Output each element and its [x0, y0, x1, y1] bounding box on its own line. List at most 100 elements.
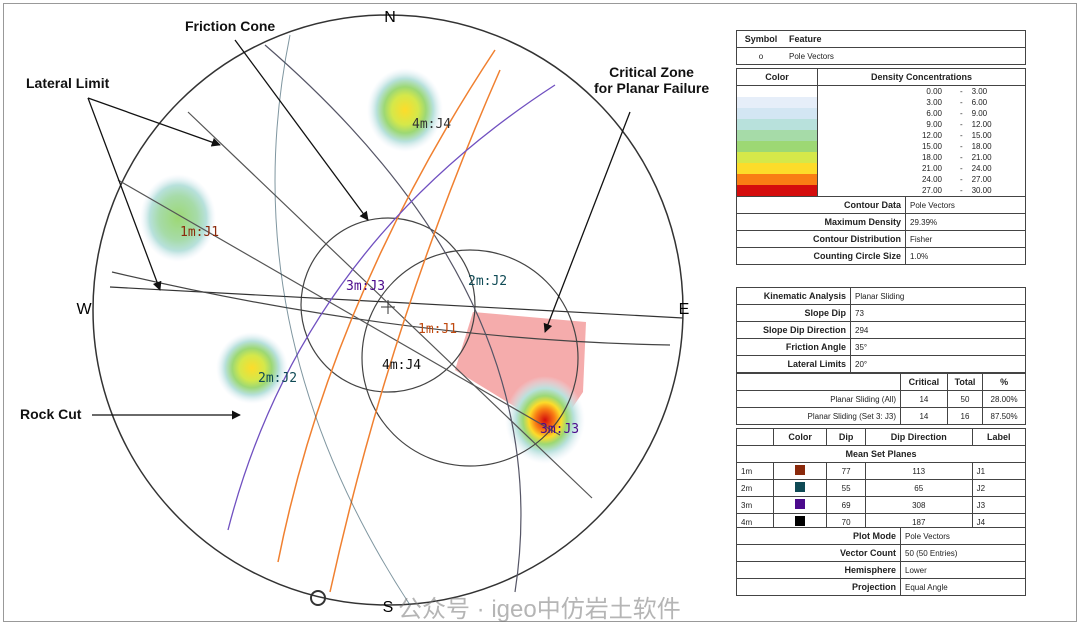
rock-cut-plane: [111, 271, 671, 346]
contour-j3: [505, 376, 585, 464]
density-table: Color Density Concentrations 0.00- 3.00 3.0…: [736, 68, 1026, 265]
dip-header: Dip: [826, 428, 866, 446]
set-color-swatch: [795, 499, 806, 509]
density-swatch: [736, 130, 818, 141]
density-low: 12.00: [921, 131, 942, 140]
lateral-limit-line-2: [117, 179, 561, 436]
contour-data-value: Pole Vectors: [905, 196, 1026, 214]
distribution-value: Fisher: [905, 230, 1026, 248]
set-color-swatch: [795, 465, 806, 475]
symbol-header: Symbol: [736, 30, 785, 48]
set-color: [772, 496, 828, 514]
analysis-value: Planar Sliding: [850, 287, 1026, 305]
max-density-value: 29.39%: [905, 213, 1026, 231]
density-swatch: [736, 174, 818, 185]
density-swatch: [736, 163, 818, 174]
density-low: 3.00: [926, 98, 942, 107]
max-density-label: Maximum Density: [736, 213, 906, 231]
density-row: 15.00 - 18.00: [736, 141, 1026, 152]
great-circle-j1: [277, 49, 496, 563]
great-circle-j2: [274, 34, 411, 606]
analysis-label: Kinematic Analysis: [736, 287, 851, 305]
density-high-value: 9.00: [971, 109, 988, 118]
lateral-limit-arrow-1: [87, 97, 221, 147]
density-low: 6.00: [926, 109, 942, 118]
density-high-value: 24.00: [971, 164, 992, 173]
pole-symbol: o: [736, 47, 785, 65]
density-high: - 9.00: [946, 108, 1026, 119]
label-header: Label: [971, 428, 1027, 446]
set-dip: 69: [826, 496, 866, 514]
set-label: J1: [971, 462, 1027, 480]
set-dip: 77: [826, 462, 866, 480]
total-count: 16: [946, 407, 984, 425]
plot-mode-label: Plot Mode: [736, 527, 901, 545]
mean-set-title: Mean Set Planes: [736, 445, 1026, 463]
set-dipdir: 65: [864, 479, 973, 497]
critical-count: 14: [900, 407, 948, 425]
density-swatch: [736, 119, 818, 130]
density-swatch: [736, 108, 818, 119]
density-high: - 18.00: [946, 141, 1026, 152]
density-row: 9.00 - 12.00: [736, 119, 1026, 130]
density-low: 27.00: [921, 186, 942, 195]
density-low: 15.00: [921, 142, 942, 151]
contour-data-label: Contour Data: [736, 196, 906, 214]
projection-value: Equal Angle: [900, 578, 1026, 596]
critical-pct: 87.50%: [982, 407, 1026, 425]
set-row: 3m 69 308 J3: [736, 496, 1027, 514]
total-count: 50: [946, 390, 984, 408]
density-swatch: [736, 97, 818, 108]
density-row: 24.00 - 27.00: [736, 174, 1026, 185]
density-row: 27.00 - 30.00: [736, 185, 1026, 196]
circle-size-label: Counting Circle Size: [736, 247, 906, 265]
set-id: 1m: [736, 462, 774, 480]
watermark: 公众号 · igeo中仿岩土软件: [398, 596, 681, 623]
distribution-label: Contour Distribution: [736, 230, 906, 248]
label-2m-j2-plane: 2m:J2: [468, 274, 507, 289]
density-low: 0.00: [926, 87, 942, 96]
slope-dir-label: Slope Dip Direction: [736, 321, 851, 339]
density-row: 0.00 - 3.00: [736, 85, 1026, 97]
density-high-value: 12.00: [971, 120, 992, 129]
density-swatch: [736, 152, 818, 163]
contour-j2: [216, 332, 288, 404]
density-low: 24.00: [921, 175, 942, 184]
set-dip: 55: [826, 479, 866, 497]
vector-count-value: 50 (50 Entries): [900, 544, 1026, 562]
density-high: - 12.00: [946, 119, 1026, 130]
feature-header: Feature: [785, 30, 1026, 48]
critical-row: Planar Sliding (All) 14 50 28.00%: [736, 390, 1026, 408]
friction-label: Friction Angle: [736, 338, 851, 356]
contour-j1: [140, 174, 216, 262]
critical-pct: 28.00%: [982, 390, 1026, 408]
set-row: 2m 55 65 J2: [736, 479, 1027, 497]
density-high: - 21.00: [946, 152, 1026, 163]
lateral-value: 20°: [850, 355, 1026, 373]
density-swatch: [736, 141, 818, 152]
density-high: - 15.00: [946, 130, 1026, 141]
density-row: 12.00 - 15.00: [736, 130, 1026, 141]
total-header: Total: [946, 373, 984, 391]
kinematic-table: Kinematic Analysis Planar Sliding Slope D…: [736, 287, 1026, 425]
compass-n: N: [384, 9, 396, 26]
slope-dip-label: Slope Dip: [736, 304, 851, 322]
slope-dip-value: 73: [850, 304, 1026, 322]
label-4m-j4-plane: 4m:J4: [382, 358, 421, 373]
stereonet: N S W E 4m:J4 1m:J1 2m:J2 3m:J3 3m:J3 2m…: [76, 9, 689, 616]
contour-j4: [367, 68, 443, 152]
rotate-icon[interactable]: [310, 590, 326, 606]
set-dipdir: 308: [864, 496, 973, 514]
rock-cut-annotation: Rock Cut: [20, 406, 82, 422]
set-color: [772, 462, 828, 480]
lateral-limit-line: [187, 111, 593, 499]
lateral-limit-annotation: Lateral Limit: [26, 75, 110, 91]
projection-label: Projection: [736, 578, 901, 596]
density-row: 18.00 - 21.00: [736, 152, 1026, 163]
density-high: - 27.00: [946, 174, 1026, 185]
legend-table: Symbol Feature o Pole Vectors: [736, 30, 1026, 65]
set-label: J3: [971, 496, 1027, 514]
feature-value: Pole Vectors: [785, 47, 1026, 65]
daylight-envelope: [361, 249, 579, 467]
density-row: 6.00 - 9.00: [736, 108, 1026, 119]
